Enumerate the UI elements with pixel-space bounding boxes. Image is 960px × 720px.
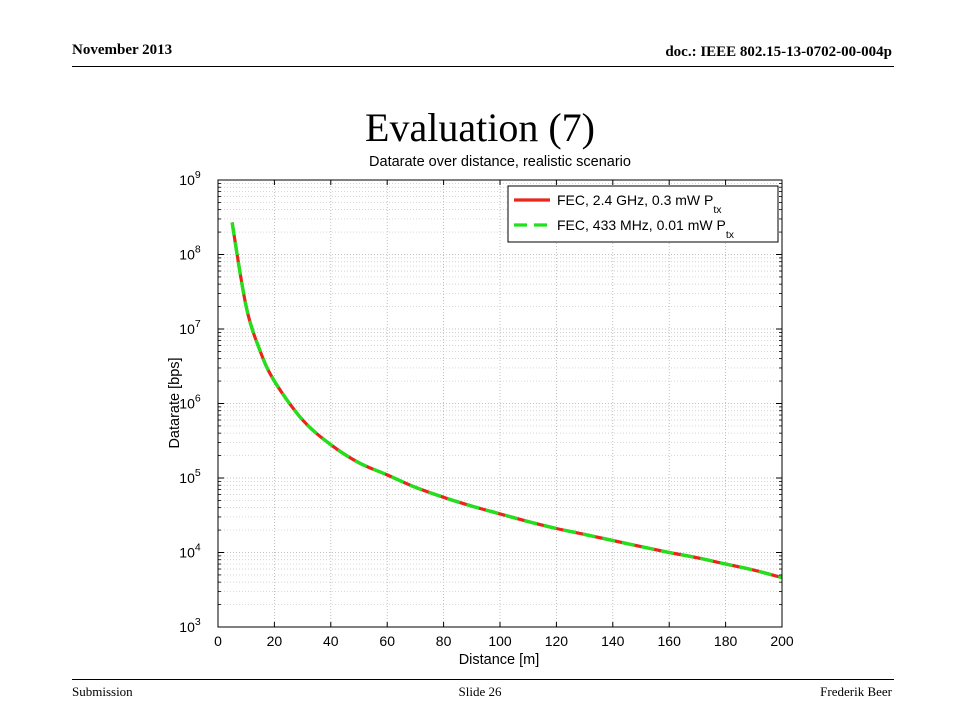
x-tick-label: 100 bbox=[488, 633, 512, 649]
x-tick-label: 60 bbox=[379, 633, 395, 649]
legend-label-2: FEC, 433 MHz, 0.01 mW Ptx bbox=[557, 217, 735, 241]
chart-title: Datarate over distance, realistic scenar… bbox=[369, 154, 631, 170]
slide-title: Evaluation (7) bbox=[365, 105, 595, 150]
tick-marks bbox=[217, 179, 783, 628]
tick-labels: 0 20 40 60 80 100 120 140 160 180 200 103 104 105 106 1… bbox=[179, 169, 794, 649]
y-tick-label: 106 bbox=[179, 393, 201, 412]
footer-submission: Submission bbox=[72, 684, 133, 699]
header-doc-id: doc.: IEEE 802.15-13-0702-00-004p bbox=[665, 44, 892, 60]
header-date: November 2013 bbox=[72, 42, 173, 58]
legend-box bbox=[507, 185, 779, 243]
x-tick-label: 40 bbox=[323, 633, 339, 649]
x-tick-label: 0 bbox=[214, 633, 222, 649]
y-tick-label: 109 bbox=[179, 169, 201, 188]
y-tick-label: 105 bbox=[179, 467, 201, 486]
x-tick-label: 160 bbox=[658, 633, 682, 649]
y-axis-label: Datarate [bps] bbox=[167, 357, 183, 448]
x-tick-label: 120 bbox=[545, 633, 569, 649]
x-tick-label: 140 bbox=[601, 633, 625, 649]
grid-lines bbox=[218, 180, 782, 627]
x-axis-label: Distance [m] bbox=[459, 652, 540, 668]
y-tick-label: 103 bbox=[179, 616, 201, 635]
y-tick-label: 108 bbox=[179, 244, 201, 263]
x-tick-label: 20 bbox=[267, 633, 283, 649]
series-layer bbox=[230, 222, 783, 580]
footer-slide-number: Slide 26 bbox=[458, 684, 502, 699]
legend-label-1: FEC, 2.4 GHz, 0.3 mW Ptx bbox=[557, 192, 722, 216]
series-line-2 bbox=[230, 222, 783, 580]
y-tick-label: 107 bbox=[179, 318, 201, 337]
y-tick-label: 104 bbox=[179, 542, 201, 561]
footer-author: Frederik Beer bbox=[820, 684, 892, 699]
header-divider bbox=[72, 66, 894, 67]
x-tick-label: 200 bbox=[770, 633, 794, 649]
x-tick-label: 180 bbox=[714, 633, 738, 649]
footer-divider bbox=[72, 679, 894, 680]
x-tick-label: 80 bbox=[436, 633, 452, 649]
